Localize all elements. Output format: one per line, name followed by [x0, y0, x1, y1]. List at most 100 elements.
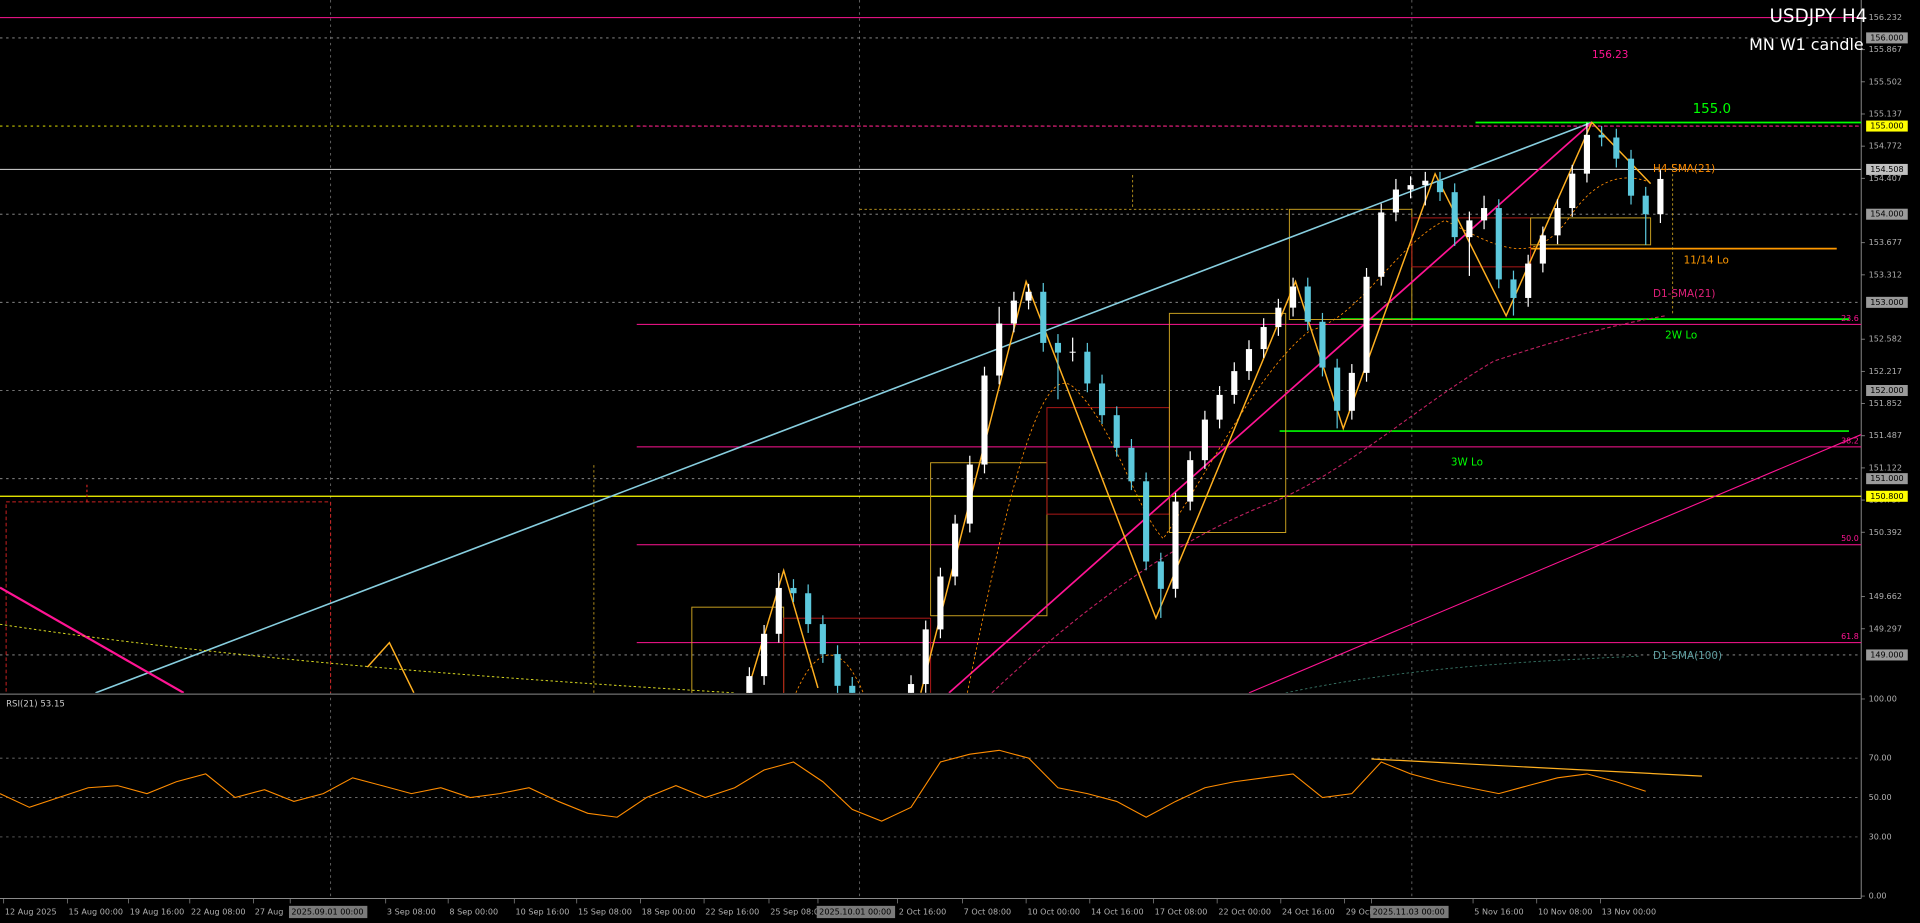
x-tick-label: 8 Sep 00:00	[449, 906, 498, 916]
candle-body	[1334, 367, 1341, 411]
x-tick-label: 2025.10.01 00:00	[819, 906, 891, 916]
annotation: H4-SMA(21)	[1653, 163, 1715, 175]
candle-body	[1172, 501, 1179, 589]
y-tick-label: 155.502	[1869, 76, 1902, 86]
candle-body	[1128, 447, 1135, 482]
level-label: 156.23	[1592, 49, 1628, 61]
y-tick-label: 150.392	[1869, 527, 1902, 537]
candle-body	[1040, 291, 1047, 343]
rsi-tick-label: 70.00	[1869, 753, 1892, 763]
sma-line	[991, 315, 1666, 693]
candle-body	[790, 587, 797, 594]
y-tick-label: 151.852	[1869, 398, 1902, 408]
candle-body	[907, 684, 915, 693]
x-tick-label: 24 Oct 16:00	[1282, 906, 1335, 916]
y-tick-label: 149.297	[1869, 623, 1902, 633]
price-marker-box	[1866, 32, 1908, 44]
x-tick-label: 14 Oct 16:00	[1091, 906, 1144, 916]
candle-body	[1231, 371, 1238, 395]
y-tick-label: 149.662	[1869, 591, 1902, 601]
candles	[746, 122, 1664, 693]
channel-line	[1248, 434, 1862, 693]
trend-line	[95, 121, 1593, 693]
y-tick-label: 152.217	[1869, 366, 1902, 376]
y-tick-label: 153.312	[1869, 269, 1902, 279]
candle-body	[1084, 351, 1091, 384]
rsi-title: RSI(21) 53.15	[6, 699, 65, 709]
chart-subtitle: MN W1 candle	[1749, 35, 1863, 54]
price-marker-label: 155.000	[1870, 121, 1903, 131]
annotation: D1-SMA(100)	[1653, 650, 1722, 662]
candle-body	[1598, 134, 1605, 138]
candle-body	[1642, 195, 1649, 215]
rsi-tick-label: 50.00	[1869, 792, 1892, 802]
rsi-tick-label: 30.00	[1869, 831, 1892, 841]
candle-body	[746, 676, 753, 693]
price-marker-box	[1866, 490, 1908, 502]
zigzag	[746, 567, 819, 693]
candle-body	[1451, 192, 1458, 238]
y-tick-label: 154.772	[1869, 141, 1902, 151]
x-tick-label: 22 Oct 00:00	[1218, 906, 1271, 916]
y-tick-label: 151.122	[1869, 462, 1902, 472]
x-label-highlight	[816, 905, 896, 919]
candle-body	[1098, 383, 1106, 416]
candle-body	[1407, 185, 1414, 190]
x-tick-label: 18 Sep 00:00	[642, 906, 696, 916]
x-tick-label: 10 Oct 00:00	[1027, 906, 1080, 916]
price-marker-box	[1866, 473, 1908, 485]
drawings	[0, 121, 1862, 693]
candle-body	[1290, 286, 1297, 308]
price-marker-label: 152.000	[1870, 385, 1903, 395]
level-label: 11/14 Lo	[1684, 255, 1729, 267]
sma-line	[0, 623, 735, 693]
rsi-tick-label: 100.00	[1869, 693, 1897, 703]
price-marker-label: 151.000	[1870, 473, 1903, 483]
candle-body	[1275, 307, 1282, 328]
level-label: 2W Lo	[1665, 329, 1697, 341]
candle-body	[819, 624, 826, 655]
candle-body	[805, 593, 812, 625]
price-marker-label: 154.000	[1870, 209, 1903, 219]
candle-body	[1422, 180, 1429, 186]
x-tick-label: 17 Oct 08:00	[1155, 906, 1208, 916]
x-tick-label: 13 Nov 00:00	[1602, 906, 1656, 916]
candle-body	[1613, 137, 1620, 159]
y-tick-label: 152.582	[1869, 334, 1902, 344]
candle-body	[1495, 208, 1502, 280]
x-tick-label: 27 Aug	[255, 906, 284, 916]
candle-body	[775, 587, 782, 634]
range-box	[5, 501, 332, 693]
price-marker-label: 156.000	[1870, 32, 1903, 42]
fib-label: 23.6	[1841, 314, 1859, 323]
candle-body	[1539, 235, 1546, 264]
x-tick-label: 3 Sep 08:00	[387, 906, 436, 916]
sma-line	[795, 177, 1648, 693]
candle-body	[1187, 460, 1194, 502]
candle-body	[1525, 263, 1532, 298]
y-tick-label: 155.137	[1869, 108, 1902, 118]
y-tick-label: 156.232	[1869, 12, 1902, 22]
y-tick-label: 155.867	[1869, 44, 1902, 54]
price-marker-label: 153.000	[1870, 297, 1903, 307]
candle-body	[761, 633, 768, 677]
candle-box	[783, 617, 932, 693]
y-tick-label: 153.677	[1869, 237, 1902, 247]
candle-body	[1069, 351, 1076, 353]
chart-title: USDJPY H4	[1769, 6, 1867, 27]
candle-body	[849, 685, 856, 693]
zigzag	[366, 641, 415, 693]
x-tick-label: 25 Sep 08:00	[770, 906, 824, 916]
y-tick-label: 151.487	[1869, 430, 1902, 440]
price-marker-label: 154.508	[1870, 164, 1903, 174]
overlay: 156.232 155.867 155.502 155.137 154.772 154.4…	[0, 12, 1908, 919]
candle-body	[1583, 134, 1590, 174]
price-marker-label: 150.800	[1870, 491, 1903, 501]
candle-body	[1554, 208, 1561, 236]
annotation: D1-SMA(21)	[1653, 288, 1715, 300]
price-marker-box	[1866, 120, 1908, 132]
zigzag	[920, 121, 1652, 693]
candle-body	[1054, 342, 1062, 353]
